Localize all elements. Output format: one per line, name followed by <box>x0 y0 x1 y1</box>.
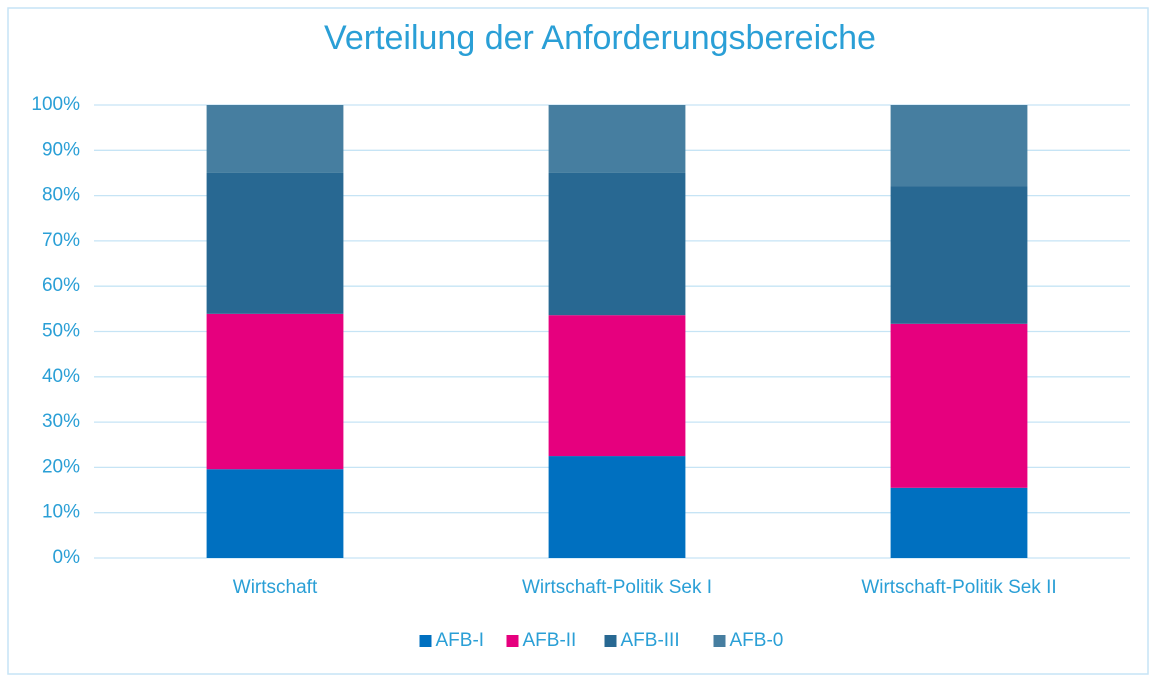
legend-swatch <box>506 635 519 647</box>
y-tick-label: 80% <box>42 185 80 206</box>
bar-segment <box>548 172 686 316</box>
bar-segment <box>890 186 1028 324</box>
legend-label: AFB-III <box>621 630 680 651</box>
bar-segment <box>548 456 686 558</box>
bar-segment <box>548 315 686 457</box>
legend-swatch <box>419 635 432 647</box>
y-tick-label: 10% <box>42 502 80 523</box>
chart-frame <box>7 7 1149 675</box>
y-tick-label: 90% <box>42 139 80 160</box>
y-tick-label: 30% <box>42 411 80 432</box>
legend-label: AFB-I <box>436 630 485 651</box>
bar-segment <box>890 323 1028 488</box>
legend-label: AFB-0 <box>730 630 784 651</box>
bar-segment <box>206 313 344 470</box>
y-tick-label: 50% <box>42 321 80 342</box>
y-tick-label: 70% <box>42 230 80 251</box>
chart-title: Verteilung der Anforderungsbereiche <box>324 19 876 57</box>
bar-segment <box>548 105 686 173</box>
y-tick-label: 40% <box>42 366 80 387</box>
bar-segment <box>890 487 1028 558</box>
legend-swatch <box>713 635 726 647</box>
y-tick-label: 0% <box>53 547 81 568</box>
y-tick-label: 60% <box>42 275 80 296</box>
legend-swatch <box>604 635 617 647</box>
bar-segment <box>206 469 344 558</box>
y-tick-label: 100% <box>31 94 80 115</box>
bar-segment <box>206 172 344 314</box>
x-tick-label: Wirtschaft <box>233 577 318 598</box>
x-tick-label: Wirtschaft-Politik Sek I <box>522 577 712 598</box>
legend-label: AFB-II <box>523 630 577 651</box>
bar-segment <box>890 105 1028 187</box>
x-tick-label: Wirtschaft-Politik Sek II <box>861 577 1056 598</box>
y-tick-label: 20% <box>42 456 80 477</box>
bar-segment <box>206 105 344 173</box>
